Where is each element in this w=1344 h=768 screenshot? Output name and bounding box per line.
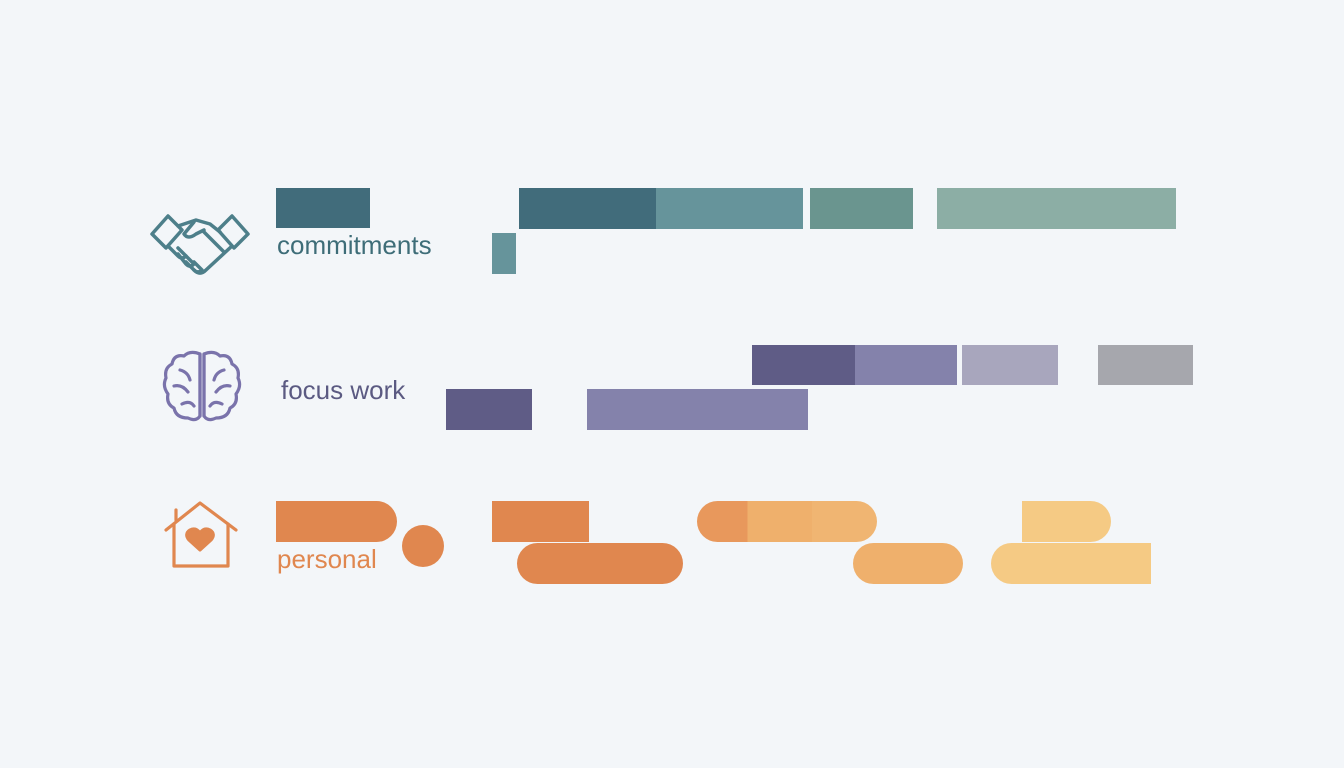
commitments-block[interactable] (492, 233, 516, 274)
handshake-icon (148, 208, 252, 280)
focus-block[interactable] (1098, 345, 1193, 385)
commitments-block[interactable] (810, 188, 913, 229)
focus-block[interactable] (587, 389, 808, 430)
category-label-personal: personal (277, 544, 377, 574)
focus-block[interactable] (446, 389, 532, 430)
category-label-focus-work: focus work (281, 375, 405, 405)
personal-dot[interactable] (402, 525, 444, 567)
category-label-commitments: commitments (277, 230, 432, 260)
personal-block[interactable] (1022, 501, 1111, 542)
personal-block[interactable] (517, 543, 683, 584)
focus-block[interactable] (855, 345, 957, 385)
focus-block[interactable] (962, 345, 1058, 385)
commitments-block[interactable] (519, 188, 657, 229)
personal-block[interactable] (276, 501, 397, 542)
commitments-block[interactable] (276, 188, 370, 228)
brain-icon (160, 348, 244, 424)
personal-block[interactable] (697, 501, 877, 542)
personal-block[interactable] (853, 543, 963, 584)
personal-block[interactable] (991, 543, 1151, 584)
commitments-block[interactable] (937, 188, 1176, 229)
focus-block[interactable] (752, 345, 856, 385)
personal-block[interactable] (492, 501, 589, 542)
house-heart-icon (162, 500, 240, 570)
commitments-block[interactable] (656, 188, 803, 229)
